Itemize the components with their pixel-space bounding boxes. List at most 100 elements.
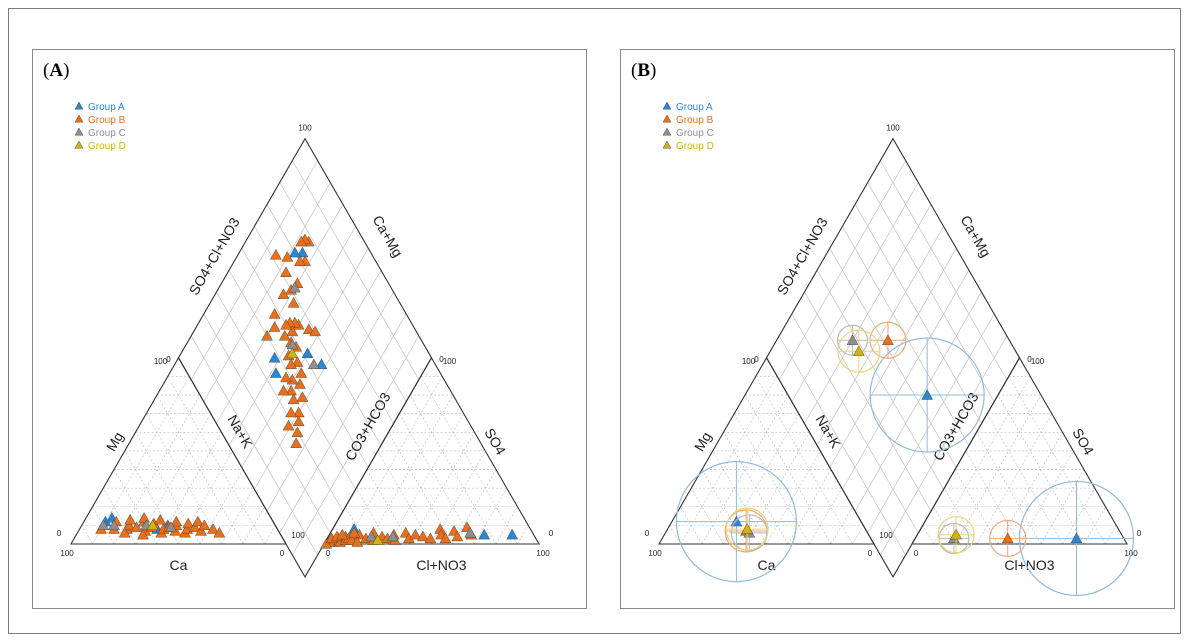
diamond-point xyxy=(290,437,302,448)
tick-label: 0 xyxy=(439,355,444,364)
diamond-point xyxy=(289,246,301,258)
legend-label: Group D xyxy=(88,141,126,152)
diamond-point xyxy=(292,415,305,426)
diamond-point xyxy=(277,384,290,396)
anion-point xyxy=(371,534,384,545)
tick-label: 100 xyxy=(648,549,662,558)
cation-point xyxy=(118,526,131,538)
panel-a: (A) Ca Mg Na+K Cl+NO3 CO3+HCO3 SO4 SO4+Cl+NO3 C… xyxy=(32,49,587,609)
tick-label: 0 xyxy=(754,355,759,364)
axis-label-so4: SO4 xyxy=(481,425,509,457)
cation-point xyxy=(124,513,136,525)
diamond-mean-point xyxy=(846,334,859,345)
anion-triangle-gridline xyxy=(1105,525,1117,545)
diamond-point xyxy=(287,297,300,308)
diamond-gridline xyxy=(867,182,995,402)
diamond-point xyxy=(270,248,282,260)
legend-marker xyxy=(74,140,84,149)
diamond-point xyxy=(291,426,304,437)
diamond-outline xyxy=(765,137,1021,579)
panel-a-label: (A) xyxy=(43,60,70,81)
anion-point xyxy=(320,538,332,549)
diamond-point xyxy=(286,347,299,359)
anion-point xyxy=(365,530,378,542)
diamond-gridline xyxy=(266,204,394,424)
cation-triangle-gridline xyxy=(221,487,255,545)
anion-point xyxy=(464,526,477,538)
axis-label-mg: Mg xyxy=(103,429,127,454)
panel-a-letter: A xyxy=(49,60,64,81)
diamond-point xyxy=(268,308,281,319)
cation-triangle-gridline xyxy=(167,376,265,545)
diamond-point xyxy=(278,329,291,341)
diamond-gridline xyxy=(854,291,982,512)
diamond-outline xyxy=(177,137,433,579)
cation-point xyxy=(138,512,150,523)
legend-label: Group C xyxy=(676,128,714,139)
diamond-point xyxy=(289,281,301,293)
anion-triangle-gridline xyxy=(1062,487,1096,545)
diamond-gridline xyxy=(266,291,394,512)
diamond-gridline xyxy=(867,313,995,534)
tick-label: 0 xyxy=(280,549,285,558)
diamond-mean-point xyxy=(882,334,894,345)
cation-triangle-gridline xyxy=(92,376,190,545)
anion-triangle-gridline xyxy=(345,376,443,545)
cation-triangle-gridline xyxy=(156,394,244,545)
legend-label: Group C xyxy=(88,128,126,139)
legend-label: Group A xyxy=(676,102,713,113)
tick-label: 100 xyxy=(536,549,550,558)
diamond-gridline xyxy=(254,270,382,490)
legend-marker xyxy=(74,114,84,123)
diamond-point xyxy=(287,393,300,405)
diamond-point xyxy=(309,325,321,337)
cation-point xyxy=(192,515,204,527)
legend-marker xyxy=(662,114,672,123)
axis-label-so4clno3: SO4+Cl+NO3 xyxy=(774,215,831,298)
anion-triangle-gridline xyxy=(922,525,934,545)
panel-b: (B) Ca Mg Na+K Cl+NO3 CO3+HCO3 SO4 SO4+Cl+NO3 C… xyxy=(620,49,1175,609)
cation-triangle-gridline xyxy=(852,525,864,545)
tick-label: 0 xyxy=(1137,529,1142,538)
axis-label-clno3: Cl+NO3 xyxy=(1004,557,1054,573)
diamond-point xyxy=(280,319,292,330)
tick-label: 0 xyxy=(57,529,62,538)
cation-triangle-gridline xyxy=(81,525,93,545)
anion-triangle-gridline xyxy=(398,413,475,545)
tick-label: 0 xyxy=(549,529,554,538)
legend-marker xyxy=(662,127,672,136)
anion-point xyxy=(417,530,429,542)
diamond-gridline xyxy=(292,160,420,380)
anion-triangle-gridline xyxy=(366,394,454,545)
axis-label-co3hco3: CO3+HCO3 xyxy=(930,389,982,463)
legend-label: Group A xyxy=(88,102,125,113)
cation-point xyxy=(146,519,159,530)
anion-triangle-gridline xyxy=(933,376,1031,545)
tick-label: 100 xyxy=(886,124,900,133)
diamond-point xyxy=(296,246,309,258)
diamond-gridline xyxy=(880,160,1008,380)
diamond-gridline xyxy=(842,270,970,490)
cation-point xyxy=(108,519,120,530)
diamond-mean-point xyxy=(853,345,865,356)
tick-label: 100 xyxy=(879,531,893,540)
diamond-point xyxy=(277,288,290,299)
legend-marker xyxy=(74,127,84,136)
anion-point xyxy=(478,528,491,540)
anion-point xyxy=(424,532,437,544)
anion-triangle-gridline xyxy=(986,413,1063,545)
diamond-point xyxy=(291,356,304,367)
anion-triangle-gridline xyxy=(965,450,1020,545)
anion-point xyxy=(439,532,452,544)
tick-label: 0 xyxy=(326,549,331,558)
diamond-point xyxy=(282,419,295,431)
cation-triangle-gridline xyxy=(264,525,276,545)
tick-label: 100 xyxy=(291,531,305,540)
diamond-point xyxy=(285,358,297,369)
cation-mean-point xyxy=(741,523,753,534)
anion-triangle-gridline xyxy=(377,450,432,545)
anion-triangle-gridline xyxy=(409,394,497,545)
axis-label-mg: Mg xyxy=(691,429,715,454)
cation-triangle-gridline xyxy=(766,450,821,545)
